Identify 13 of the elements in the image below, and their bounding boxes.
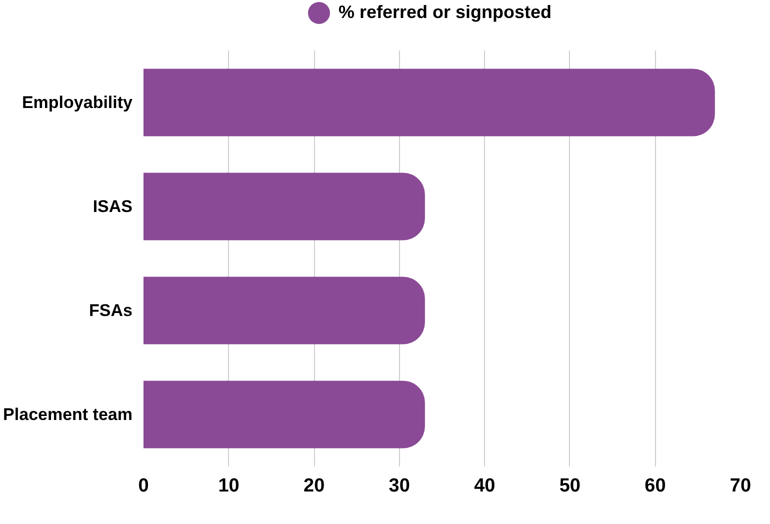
y-tick-label: ISAS (92, 197, 133, 216)
legend-label: % referred or signposted (338, 1, 552, 24)
x-tick-label: 0 (138, 476, 149, 496)
x-tick-label: 70 (730, 476, 752, 496)
x-tick-label: 30 (388, 476, 410, 496)
x-tick-label: 20 (304, 476, 325, 496)
x-tick-label: 60 (644, 476, 666, 496)
y-tick-label: Placement team (3, 405, 132, 424)
y-tick-label: Employability (22, 93, 134, 112)
x-tick-label: 10 (218, 476, 240, 496)
x-tick-label: 40 (474, 476, 496, 496)
x-tick-label: 50 (559, 476, 580, 496)
y-tick-label: FSAs (89, 301, 133, 320)
